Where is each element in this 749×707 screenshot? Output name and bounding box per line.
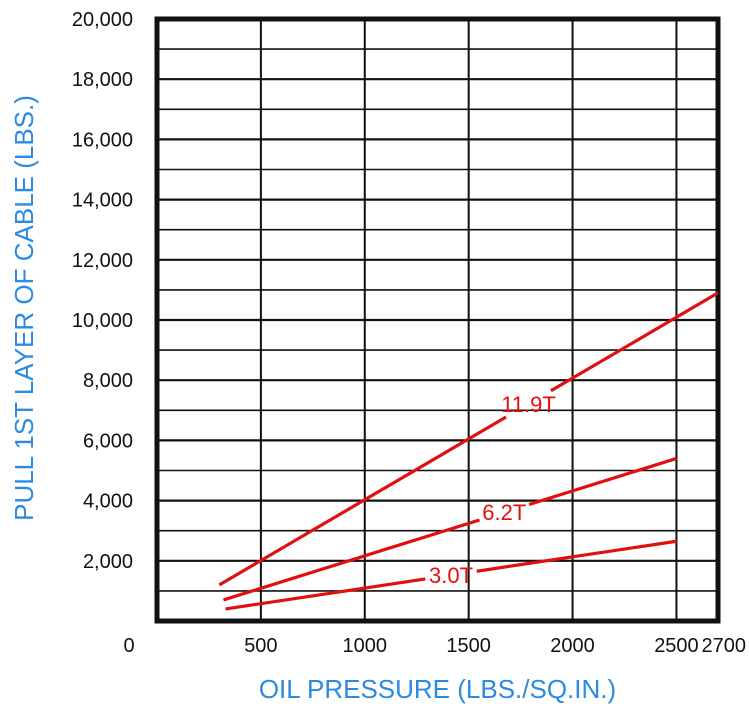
series-line-11.9T	[551, 293, 718, 391]
series-line-6.2T	[529, 458, 676, 504]
series-label-3.0T: 3.0T	[429, 563, 473, 588]
x-axis-title: OIL PRESSURE (LBS./SQ.IN.)	[259, 674, 616, 704]
x-tick-labels: 0 500 1000 1500 2000 2500 2700	[123, 635, 746, 657]
y-tick-label: 12,000	[72, 250, 133, 272]
y-tick-label: 14,000	[72, 190, 133, 212]
x-tick-label: 1000	[343, 635, 388, 657]
x-tick-label: 2500	[654, 635, 699, 657]
y-tick-label: 6,000	[83, 430, 133, 452]
series-line-3.0T	[226, 579, 426, 609]
y-tick-label: 18,000	[72, 69, 133, 91]
x-tick-label: 2700	[702, 635, 747, 657]
y-tick-label: 8,000	[83, 370, 133, 392]
x-tick-label: 0	[123, 635, 134, 657]
y-tick-label: 20,000	[72, 9, 133, 31]
grid	[157, 19, 718, 621]
series-line-3.0T	[477, 541, 677, 571]
x-tick-label: 500	[244, 635, 277, 657]
series-label-11.9T: 11.9T	[501, 392, 556, 417]
y-tick-label: 4,000	[83, 491, 133, 513]
series-label-6.2T: 6.2T	[482, 500, 526, 525]
y-tick-labels: 2,000 4,000 6,000 8,000 10,000 12,000 14,000 16…	[72, 9, 133, 573]
y-tick-label: 2,000	[83, 551, 133, 573]
x-tick-label: 1500	[446, 635, 491, 657]
x-tick-label: 2000	[550, 635, 595, 657]
y-tick-label: 16,000	[72, 129, 133, 151]
y-axis-title: PULL 1ST LAYER OF CABLE (LBS.)	[9, 95, 39, 521]
y-tick-label: 10,000	[72, 310, 133, 332]
